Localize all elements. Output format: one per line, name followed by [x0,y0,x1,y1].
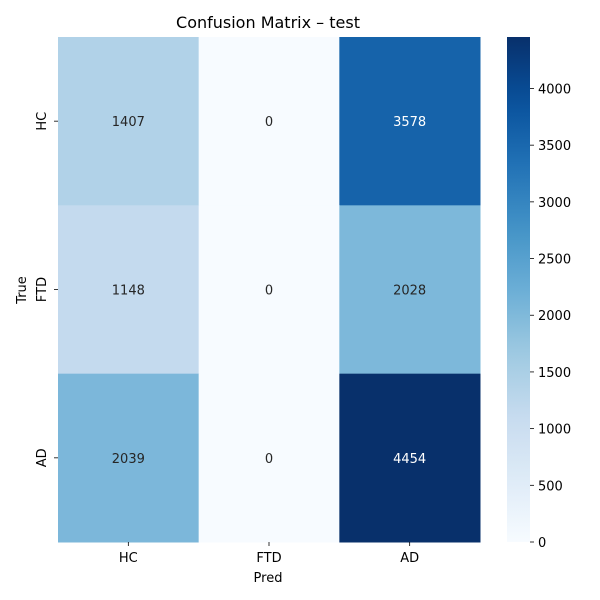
cell-value-label: 3578 [393,115,426,130]
cell-value-label: 0 [265,452,273,467]
colorbar-gradient [507,37,530,542]
colorbar-tick-label: 1500 [538,366,571,381]
chart-title: Confusion Matrix – test [176,13,360,32]
colorbar-tick-label: 500 [538,479,563,494]
y-axis-ticks: HC FTD AD [35,112,58,467]
heatmap-cell [339,373,481,543]
cell-value-label: 0 [265,115,273,130]
heatmap-cell [58,205,200,375]
cell-value-label: 2028 [393,284,426,299]
y-axis-label: True [15,276,30,305]
heatmap-cell [339,205,481,375]
y-tick-label: HC [35,112,50,131]
colorbar-tick-label: 4000 [538,82,571,97]
x-tick-label: HC [119,551,138,566]
y-tick-label: FTD [35,277,50,302]
x-axis-label: Pred [254,571,283,586]
x-tick-label: FTD [256,551,281,566]
colorbar: 0 500 1000 1500 2000 2500 3000 3500 4000 [507,37,571,551]
heatmap-cells: 1407 0 3578 1148 0 2028 2039 0 4454 [58,37,481,543]
cell-value-label: 0 [265,284,273,299]
y-tick-label: AD [35,448,50,467]
cell-value-label: 2039 [112,452,145,467]
colorbar-tick-label: 3500 [538,139,571,154]
colorbar-tick-label: 0 [538,536,546,551]
heatmap-cell [198,37,340,206]
colorbar-tick-label: 2500 [538,253,571,268]
heatmap-cell [198,205,340,375]
heatmap-cell [58,373,200,543]
x-axis-ticks: HC FTD AD [119,542,419,566]
cell-value-label: 4454 [393,452,426,467]
colorbar-tick-label: 2000 [538,309,571,324]
colorbar-tick-label: 3000 [538,196,571,211]
cell-value-label: 1148 [112,284,145,299]
heatmap-cell [58,37,200,206]
heatmap-cell [198,373,340,543]
colorbar-tick-label: 1000 [538,423,571,438]
x-tick-label: AD [400,551,419,566]
cell-value-label: 1407 [112,115,145,130]
heatmap-cell [339,37,481,206]
